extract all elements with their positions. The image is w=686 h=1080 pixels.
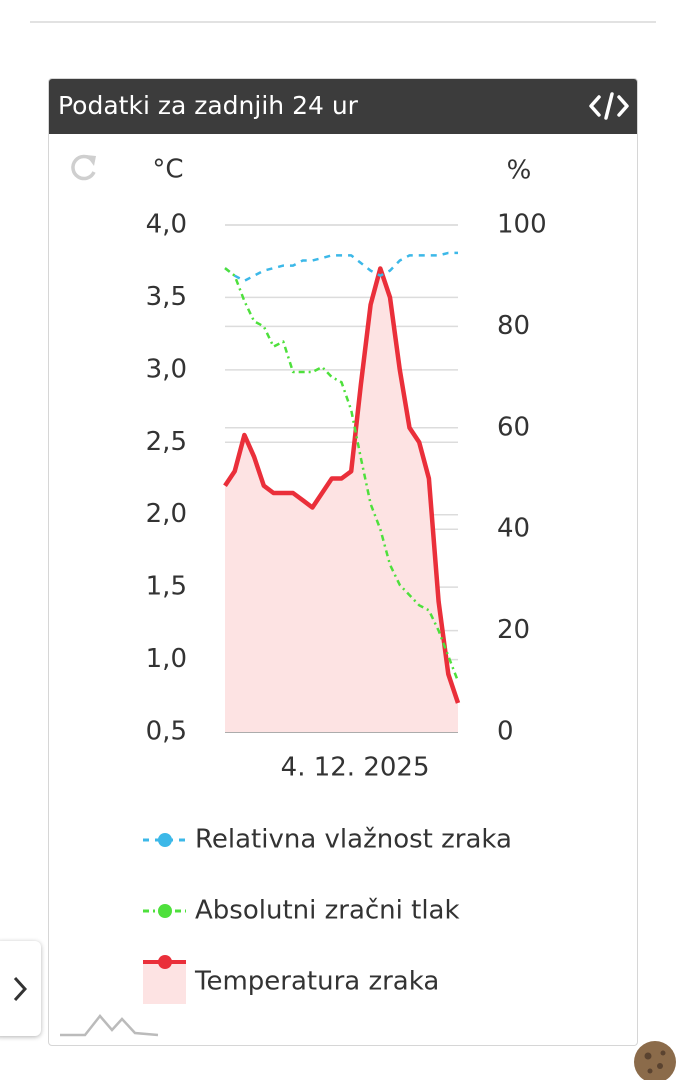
y-tick-label: 4,0	[146, 210, 187, 240]
y-tick-label: 2,0	[146, 499, 187, 529]
y-tick-label: 0,5	[146, 717, 187, 747]
legend-marker	[158, 833, 172, 847]
legend-label: Temperatura zraka	[194, 967, 439, 997]
y2-tick-label: 40	[497, 514, 530, 544]
embed-code-button[interactable]	[589, 91, 629, 121]
legend-area	[143, 962, 186, 1004]
divider	[30, 21, 656, 23]
y-tick-label: 1,5	[146, 572, 187, 602]
legend-marker	[158, 904, 172, 918]
y-tick-label: 2,5	[146, 427, 187, 457]
legend-label: Relativna vlažnost zraka	[195, 825, 512, 855]
y-tick-label: 3,0	[146, 354, 187, 384]
widget-header: Podatki za zadnjih 24 ur	[49, 79, 637, 134]
side-panel-toggle[interactable]	[0, 941, 41, 1036]
series-line	[223, 266, 461, 704]
y-tick-label: 1,0	[146, 644, 187, 674]
legend-marker	[158, 955, 172, 969]
legend-label: Absolutni zračni tlak	[195, 896, 460, 926]
y2-tick-label: 0	[497, 717, 514, 747]
series-line	[224, 251, 458, 283]
y-tick-label: 3,5	[146, 282, 187, 312]
logo	[60, 1014, 159, 1037]
y-axis-title: °C	[152, 155, 183, 185]
x-tick-label: 4. 12. 2025	[281, 753, 430, 783]
series-line	[224, 267, 460, 682]
legend-item[interactable]: Temperatura zraka	[143, 955, 439, 1004]
y2-axis-title: %	[507, 156, 532, 186]
area	[225, 268, 458, 732]
legend-item[interactable]: Absolutni zračni tlak	[143, 896, 460, 926]
chevron-icon	[13, 976, 27, 1002]
y2-tick-label: 60	[497, 412, 530, 442]
y2-tick-label: 100	[497, 210, 547, 240]
cookie-button[interactable]	[634, 1041, 676, 1080]
refresh-button[interactable]	[71, 154, 96, 181]
y2-tick-label: 80	[497, 311, 530, 341]
widget-title: Podatki za zadnjih 24 ur	[58, 91, 358, 120]
y2-tick-label: 20	[497, 615, 530, 645]
legend-item[interactable]: Relativna vlažnost zraka	[143, 825, 512, 855]
